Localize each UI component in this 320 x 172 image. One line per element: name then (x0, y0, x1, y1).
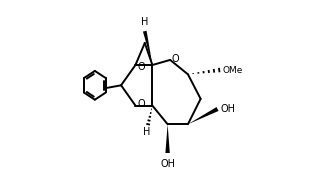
Polygon shape (188, 107, 219, 124)
Text: OH: OH (160, 159, 175, 169)
Text: O: O (137, 99, 145, 109)
Text: OMe: OMe (222, 66, 243, 75)
Text: O: O (137, 62, 145, 72)
Text: OH: OH (220, 104, 236, 114)
Text: H: H (143, 127, 150, 137)
Text: H: H (141, 17, 148, 27)
Text: O: O (172, 54, 179, 64)
Polygon shape (143, 31, 152, 65)
Polygon shape (165, 124, 170, 153)
